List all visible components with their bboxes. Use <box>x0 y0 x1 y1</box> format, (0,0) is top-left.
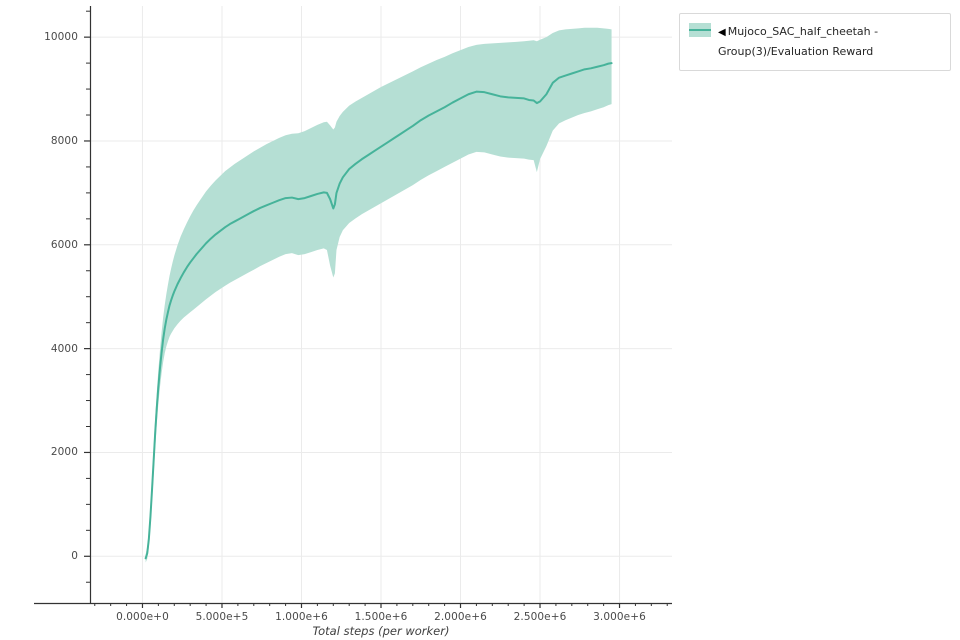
legend-series-name: Mujoco_SAC_half_cheetah - Group(3)/Evalu… <box>718 25 879 58</box>
legend-item-label: ◀ Mujoco_SAC_half_cheetah - Group(3)/Eval… <box>718 22 941 61</box>
x-tick-label: 5.000e+5 <box>195 611 249 623</box>
y-axis-major-ticks <box>84 36 90 557</box>
legend-collapse-arrow-icon[interactable]: ◀ <box>718 27 726 38</box>
y-tick-label: 4000 <box>50 342 78 355</box>
legend-swatch-icon <box>689 23 711 37</box>
legend-item[interactable]: ◀ Mujoco_SAC_half_cheetah - Group(3)/Eval… <box>689 22 941 61</box>
y-axis-minor-ticks <box>86 10 90 583</box>
y-tick-label: 6000 <box>50 238 78 251</box>
x-tick-label: 1.000e+6 <box>275 611 328 623</box>
x-tick-label: 2.000e+6 <box>434 611 487 623</box>
x-tick-label: 2.500e+6 <box>513 611 567 623</box>
confidence-band <box>145 27 612 563</box>
x-axis-major-ticks <box>141 603 621 608</box>
y-tick-label: 0 <box>71 550 78 563</box>
y-tick-label: 8000 <box>50 134 78 147</box>
x-tick-label: 0.000e+0 <box>116 611 169 623</box>
mean-line <box>144 62 613 560</box>
x-axis-title: Total steps (per worker) <box>312 624 450 638</box>
x-tick-label: 3.000e+6 <box>593 611 646 623</box>
x-tick-label: 1.500e+6 <box>354 611 408 623</box>
chart-legend[interactable]: ◀ Mujoco_SAC_half_cheetah - Group(3)/Eval… <box>679 13 951 71</box>
x-axis-minor-ticks <box>94 603 668 606</box>
y-tick-label: 10000 <box>44 31 78 44</box>
y-tick-label: 2000 <box>50 446 78 459</box>
